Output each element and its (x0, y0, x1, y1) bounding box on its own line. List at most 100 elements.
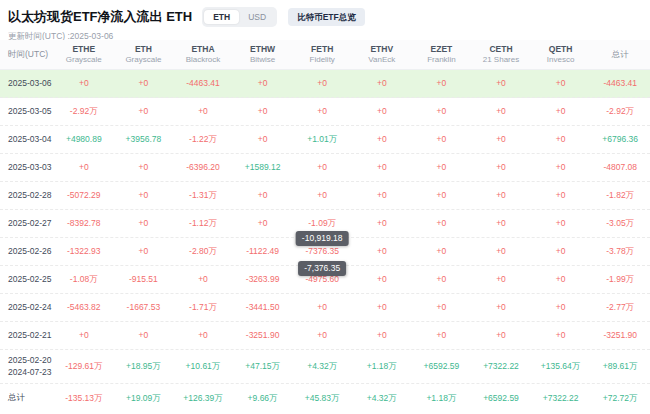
flow-value-cell-eth[interactable]: +0 (114, 163, 174, 172)
flow-value-cell-eth[interactable]: +3956.78 (114, 135, 174, 144)
table-row[interactable]: 2025-02-24-5463.82-1667.53-1.71万-3441.50… (0, 294, 650, 322)
flow-value-cell-ezet[interactable]: +0 (412, 107, 472, 116)
flow-value-cell-ethe[interactable]: +0 (54, 331, 114, 340)
flow-value-cell-ezet[interactable]: +0 (412, 219, 472, 228)
flow-value-cell-ethw[interactable]: -1122.49 (233, 247, 293, 256)
flow-value-cell-ethv[interactable]: +0 (352, 331, 412, 340)
flow-value-cell-ethv[interactable]: +0 (352, 303, 412, 312)
flow-value-cell-feth[interactable]: -7376.35 (292, 247, 352, 256)
flow-value-cell-etha[interactable]: -6396.20 (173, 163, 233, 172)
flow-value-cell-ethv[interactable]: +1.18万 (352, 362, 412, 371)
flow-value-cell-eth[interactable]: +0 (114, 219, 174, 228)
flow-value-cell-ethe[interactable]: -8392.78 (54, 219, 114, 228)
flow-value-cell-ethe[interactable]: +0 (54, 79, 114, 88)
flow-value-cell-ezet[interactable]: +0 (412, 79, 472, 88)
flow-value-cell-ethv[interactable]: +0 (352, 79, 412, 88)
flow-value-cell-ethw[interactable]: +0 (233, 135, 293, 144)
flow-value-cell-etha[interactable]: -4463.41 (173, 79, 233, 88)
table-row[interactable]: 2025-03-04+4980.89+3956.78-1.22万+0+1.01万… (0, 126, 650, 154)
flow-value-cell-ethw[interactable]: +0 (233, 107, 293, 116)
flow-value-cell-etha[interactable]: +0 (173, 107, 233, 116)
flow-value-cell-etha[interactable]: +10.61万 (173, 362, 233, 371)
flow-value-cell-ceth[interactable]: +0 (471, 247, 531, 256)
flow-value-cell-etha[interactable]: -1.12万 (173, 219, 233, 228)
flow-value-cell-ethw[interactable]: +9.66万 (233, 394, 293, 403)
flow-value-cell-eth[interactable]: +0 (114, 247, 174, 256)
flow-total-cell[interactable]: -4463.41 (590, 79, 650, 88)
flow-value-cell-ethe[interactable]: -2.92万 (54, 107, 114, 116)
flow-value-cell-ethe[interactable]: +0 (54, 163, 114, 172)
flow-value-cell-feth[interactable]: +0 (292, 303, 352, 312)
flow-total-cell[interactable]: -4807.08 (590, 163, 650, 172)
flow-value-cell-ezet[interactable]: +1.18万 (412, 394, 472, 403)
flow-value-cell-ethv[interactable]: +4.32万 (352, 394, 412, 403)
flow-value-cell-ethw[interactable]: -3263.99 (233, 275, 293, 284)
flow-value-cell-ethw[interactable]: +47.15万 (233, 362, 293, 371)
flow-value-cell-qeth[interactable]: +135.64万 (531, 362, 591, 371)
flow-value-cell-feth[interactable]: +1.01万 (292, 135, 352, 144)
flow-total-cell[interactable]: -1.82万 (590, 191, 650, 200)
flow-value-cell-ezet[interactable]: +0 (412, 303, 472, 312)
flow-value-cell-ethv[interactable]: +0 (352, 163, 412, 172)
table-row[interactable]: 总计-135.13万+19.09万+126.39万+9.66万+45.83万+4… (0, 384, 650, 412)
flow-value-cell-eth[interactable]: +0 (114, 331, 174, 340)
flow-value-cell-ezet[interactable]: +0 (412, 275, 472, 284)
flow-value-cell-ezet[interactable]: +6592.59 (412, 362, 472, 371)
flow-value-cell-ethe[interactable]: -1322.93 (54, 247, 114, 256)
table-row[interactable]: 2025-03-03+0+0-6396.20+1589.12+0+0+0+0+0… (0, 154, 650, 182)
flow-value-cell-ethe[interactable]: -5072.29 (54, 191, 114, 200)
table-row[interactable]: 2025-03-06+0+0-4463.41+0+0+0+0+0+0-4463.… (0, 70, 650, 98)
flow-value-cell-etha[interactable]: -1.22万 (173, 135, 233, 144)
flow-value-cell-qeth[interactable]: +7322.22 (531, 394, 591, 403)
flow-value-cell-etha[interactable]: -2.80万 (173, 247, 233, 256)
flow-value-cell-etha[interactable]: +126.39万 (173, 394, 233, 403)
flow-value-cell-ethe[interactable]: -135.13万 (54, 394, 114, 403)
flow-value-cell-qeth[interactable]: +0 (531, 247, 591, 256)
flow-total-cell[interactable]: -3.78万 (590, 247, 650, 256)
flow-value-cell-ceth[interactable]: +0 (471, 331, 531, 340)
flow-value-cell-qeth[interactable]: +0 (531, 163, 591, 172)
flow-value-cell-etha[interactable]: +0 (173, 331, 233, 340)
flow-value-cell-etha[interactable]: +0 (173, 275, 233, 284)
flow-value-cell-ethv[interactable]: +0 (352, 191, 412, 200)
flow-value-cell-ethw[interactable]: +0 (233, 219, 293, 228)
flow-value-cell-feth[interactable]: +45.83万 (292, 394, 352, 403)
flow-value-cell-ezet[interactable]: +0 (412, 191, 472, 200)
flow-value-cell-ethv[interactable]: +0 (352, 135, 412, 144)
flow-value-cell-ezet[interactable]: +0 (412, 331, 472, 340)
flow-value-cell-qeth[interactable]: +0 (531, 135, 591, 144)
flow-value-cell-qeth[interactable]: +0 (531, 331, 591, 340)
flow-value-cell-ethe[interactable]: +4980.89 (54, 135, 114, 144)
btc-etf-overview-button[interactable]: 比特币ETF总览 (288, 8, 365, 27)
flow-value-cell-ethv[interactable]: +0 (352, 107, 412, 116)
flow-value-cell-ceth[interactable]: +0 (471, 219, 531, 228)
flow-value-cell-eth[interactable]: +19.09万 (114, 394, 174, 403)
flow-total-cell[interactable]: -3251.90 (590, 331, 650, 340)
flow-value-cell-eth[interactable]: +0 (114, 107, 174, 116)
flow-value-cell-feth[interactable]: +0 (292, 163, 352, 172)
flow-value-cell-qeth[interactable]: +0 (531, 79, 591, 88)
flow-value-cell-ethv[interactable]: +0 (352, 219, 412, 228)
flow-value-cell-eth[interactable]: +18.95万 (114, 362, 174, 371)
table-row[interactable]: 2025-02-202024-07-23-129.61万+18.95万+10.6… (0, 350, 650, 384)
flow-value-cell-etha[interactable]: -1.31万 (173, 191, 233, 200)
flow-value-cell-feth[interactable]: +0 (292, 331, 352, 340)
flow-total-cell[interactable]: -2.77万 (590, 303, 650, 312)
flow-value-cell-ceth[interactable]: +0 (471, 107, 531, 116)
flow-value-cell-feth[interactable]: +0 (292, 79, 352, 88)
flow-value-cell-feth[interactable]: -1.09万 (292, 219, 352, 228)
flow-total-cell[interactable]: +89.61万 (590, 362, 650, 371)
table-row[interactable]: 2025-02-21+0+0+0-3251.90+0+0+0+0+0-3251.… (0, 322, 650, 350)
toggle-option-usd[interactable]: USD (239, 10, 275, 25)
flow-value-cell-feth[interactable]: +0 (292, 107, 352, 116)
flow-value-cell-ceth[interactable]: +6592.59 (471, 394, 531, 403)
flow-value-cell-ethv[interactable]: +0 (352, 247, 412, 256)
flow-total-cell[interactable]: +72.72万 (590, 394, 650, 403)
flow-value-cell-feth[interactable]: +4.32万 (292, 362, 352, 371)
flow-value-cell-ceth[interactable]: +7322.22 (471, 362, 531, 371)
flow-value-cell-ethe[interactable]: -129.61万 (54, 362, 114, 371)
flow-value-cell-qeth[interactable]: +0 (531, 107, 591, 116)
flow-value-cell-eth[interactable]: +0 (114, 191, 174, 200)
flow-value-cell-ethw[interactable]: -3251.90 (233, 331, 293, 340)
table-row[interactable]: 2025-02-28-5072.29+0-1.31万+0+0+0+0+0+0-1… (0, 182, 650, 210)
